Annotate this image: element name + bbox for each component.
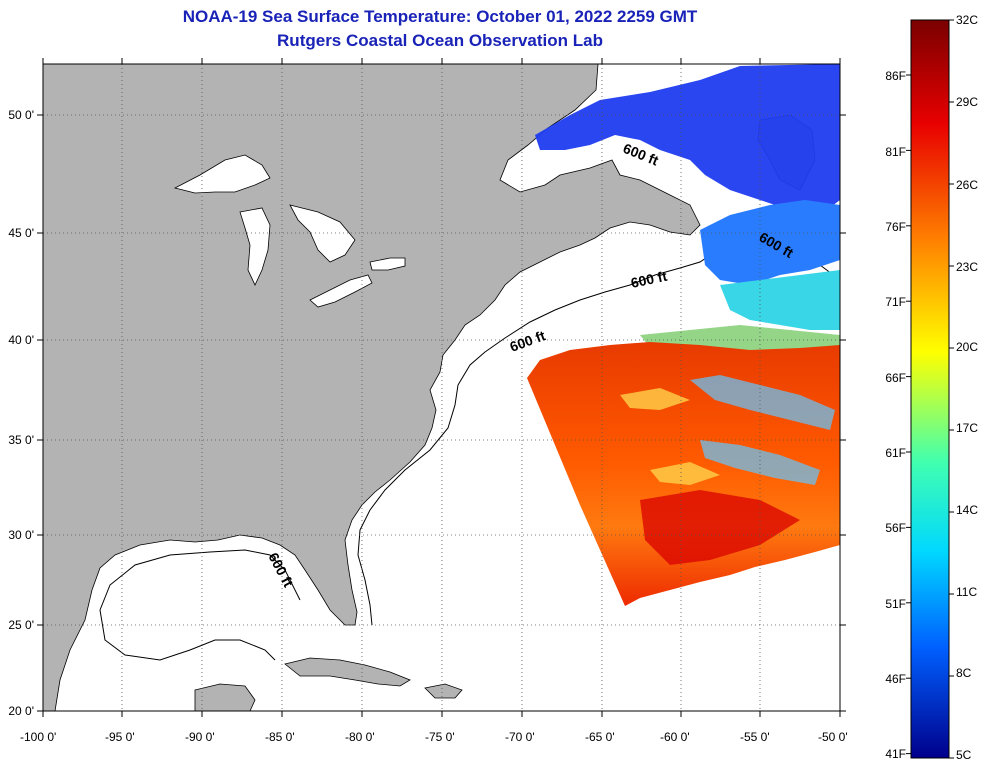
page-subtitle: Rutgers Coastal Ocean Observation Lab [277, 31, 603, 50]
sst-yellow-streaks [620, 388, 720, 485]
sst-midlatitude-patch [720, 270, 840, 330]
lon-label: -100 0' [20, 730, 57, 744]
colorbar-f-label: 46F [885, 672, 906, 686]
lat-label: 45 0' [8, 226, 34, 240]
land-cuba [284, 657, 411, 687]
lon-label: -85 0' [265, 730, 295, 744]
lon-label: -65 0' [585, 730, 615, 744]
lat-label: 30 0' [8, 528, 34, 542]
lon-label: -55 0' [740, 730, 770, 744]
colorbar-c-label: 14C [956, 503, 979, 517]
sst-north-patch-2 [700, 200, 840, 285]
lat-label: 40 0' [8, 333, 34, 347]
lon-label: -70 0' [505, 730, 535, 744]
lake-superior [173, 154, 271, 194]
lon-label: -80 0' [345, 730, 375, 744]
land-yucatan [194, 683, 256, 711]
lat-label: 20 0' [8, 704, 34, 718]
lat-label: 25 0' [8, 618, 34, 632]
lon-label: -75 0' [425, 730, 455, 744]
lon-label: -90 0' [185, 730, 215, 744]
colorbar-c-label: 29C [956, 95, 979, 109]
colorbar-c-label: 20C [956, 340, 979, 354]
contour-label: 600 ft [629, 268, 668, 291]
colorbar-c-label: 26C [956, 178, 979, 192]
sst-cool-streaks [690, 375, 835, 485]
colorbar-f-label: 76F [885, 220, 906, 234]
land-north-america [43, 64, 701, 711]
colorbar-c-label: 8C [956, 666, 972, 680]
colorbar-c-label: 23C [956, 260, 979, 274]
colorbar-c-label: 32C [956, 13, 979, 27]
lon-label: -60 0' [660, 730, 690, 744]
sst-north-patch [535, 64, 840, 215]
page-title: NOAA-19 Sea Surface Temperature: October… [182, 7, 698, 26]
colorbar-c-label: 11C [956, 585, 978, 599]
lake-erie-ontario [309, 257, 406, 308]
colorbar-f-label: 81F [885, 145, 906, 159]
lon-label: -50 0' [818, 730, 848, 744]
colorbar [910, 19, 950, 759]
colorbar-f-label: 51F [885, 597, 906, 611]
colorbar-c-label: 17C [956, 421, 979, 435]
lat-label: 35 0' [8, 433, 34, 447]
colorbar-f-label: 71F [885, 295, 906, 309]
colorbar-f-label: 61F [885, 446, 906, 460]
colorbar-f-label: 86F [885, 69, 906, 83]
lake-michigan-huron [239, 204, 356, 286]
colorbar-c-label: 5C [956, 748, 972, 762]
colorbar-f-label: 56F [885, 521, 906, 535]
colorbar-f-label: 41F [885, 747, 906, 761]
gulf-contour [99, 549, 301, 661]
lon-label: -95 0' [105, 730, 135, 744]
lat-label: 50 0' [8, 108, 34, 122]
colorbar-f-label: 66F [885, 371, 906, 385]
